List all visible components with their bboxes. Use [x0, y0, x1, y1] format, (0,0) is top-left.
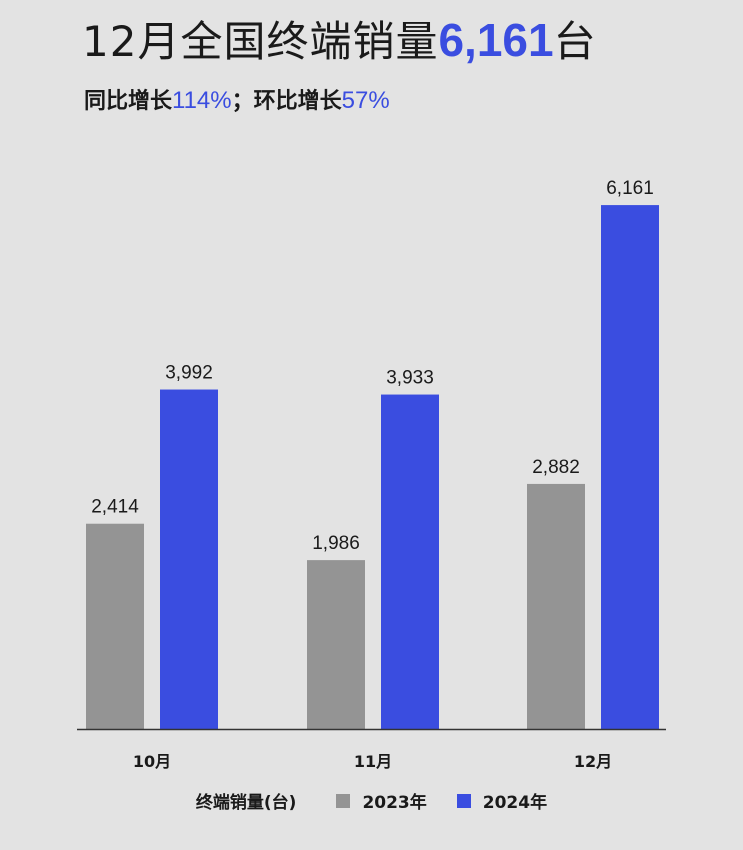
x-tick-label-12: 12月 [574, 752, 612, 771]
growth-summary: 同比增长114%；环比增长57% [84, 86, 390, 117]
legend-title: 终端销量(台) [195, 793, 297, 813]
mom-label: 环比增长 [253, 89, 342, 114]
yoy-value: 114% [172, 87, 232, 114]
legend: 终端销量(台) 2023年 2024年 [0, 788, 743, 813]
separator: ； [231, 89, 254, 114]
bar-2024-10 [160, 389, 218, 729]
title-prefix: 12月全国终端销量 [82, 17, 439, 66]
legend-swatch-2024 [456, 793, 471, 808]
data-label-2023-12: 2,882 [532, 457, 580, 478]
bar-2024-11 [381, 394, 439, 729]
page-title: 12月全国终端销量6,161台 [82, 14, 597, 68]
bar-2023-11 [307, 560, 365, 729]
legend-label-2024: 2024年 [482, 793, 548, 813]
bar-2023-10 [86, 523, 144, 729]
legend-swatch-2023 [336, 793, 351, 808]
mom-value: 57% [341, 87, 390, 114]
data-label-2024-10: 3,992 [165, 363, 213, 384]
yoy-label: 同比增长 [84, 89, 173, 114]
bar-2023-12 [527, 483, 585, 729]
legend-item-2023: 2023年 [336, 788, 427, 813]
title-suffix: 台 [553, 17, 597, 66]
data-label-2024-11: 3,933 [386, 368, 434, 389]
legend-label-2023: 2023年 [362, 793, 427, 813]
x-tick-label-10: 10月 [133, 752, 171, 771]
data-label-2023-11: 1,986 [312, 533, 360, 554]
legend-item-2024: 2024年 [456, 788, 548, 813]
data-label-2024-12: 6,161 [606, 178, 654, 199]
data-label-2023-10: 2,414 [91, 497, 139, 518]
title-value: 6,161 [438, 14, 554, 66]
x-tick-label-11: 11月 [354, 752, 392, 771]
bar-2024-12 [601, 205, 659, 730]
